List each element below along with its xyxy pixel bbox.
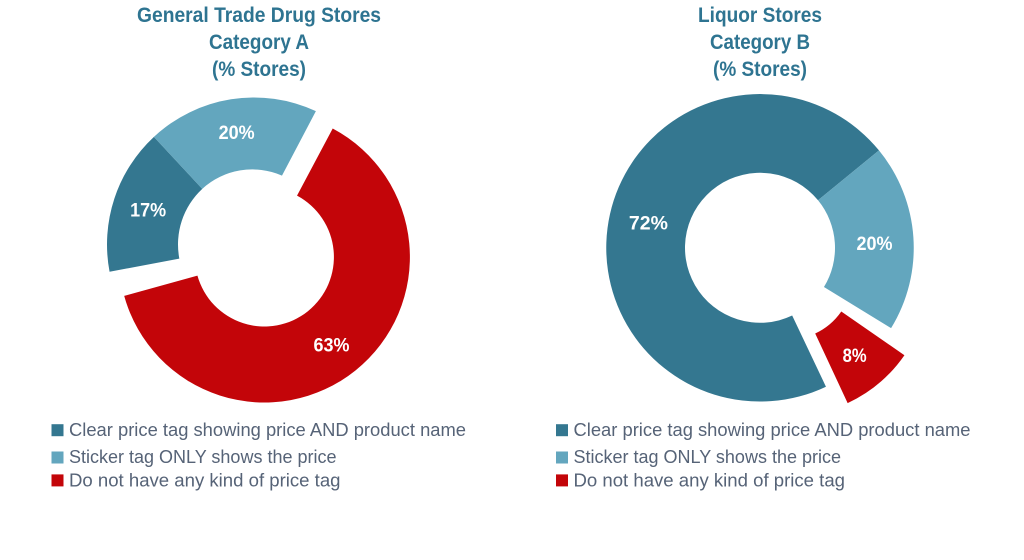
svg-text:20%: 20%: [219, 123, 255, 144]
svg-text:20%: 20%: [857, 234, 893, 255]
svg-text:(% Stores): (% Stores): [713, 58, 807, 81]
svg-text:8%: 8%: [843, 346, 867, 367]
svg-text:Sticker tag ONLY shows the pri: Sticker tag ONLY shows the price: [69, 446, 337, 467]
svg-text:63%: 63%: [314, 336, 350, 357]
svg-text:Liquor Stores: Liquor Stores: [698, 4, 822, 27]
svg-text:(% Stores): (% Stores): [212, 58, 306, 81]
svg-text:Sticker tag ONLY shows the pri: Sticker tag ONLY shows the price: [574, 446, 842, 467]
svg-text:Do not have any kind of price: Do not have any kind of price tag: [69, 470, 341, 491]
svg-text:Clear price tag showing price: Clear price tag showing price AND produc…: [69, 419, 466, 440]
svg-text:Category B: Category B: [710, 31, 810, 54]
svg-text:Category A: Category A: [209, 31, 309, 54]
svg-text:17%: 17%: [130, 201, 166, 222]
svg-text:Do not have any kind of price: Do not have any kind of price tag: [574, 470, 846, 491]
svg-text:Clear price tag showing price: Clear price tag showing price AND produc…: [574, 419, 971, 440]
svg-text:General Trade Drug Stores: General Trade Drug Stores: [137, 4, 381, 27]
svg-text:72%: 72%: [629, 214, 668, 235]
